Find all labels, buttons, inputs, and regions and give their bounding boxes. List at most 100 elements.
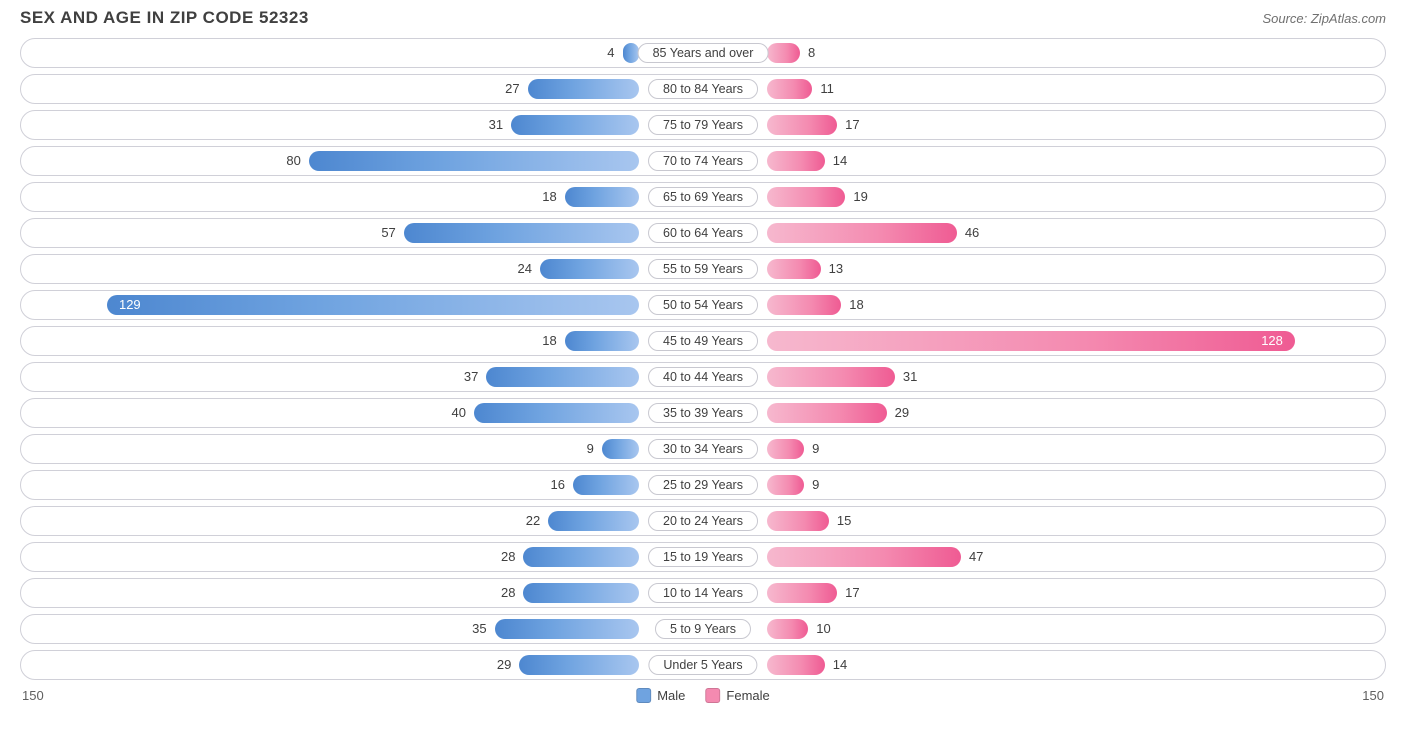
male-bar [623,43,640,63]
female-value-label: 29 [895,399,909,429]
female-value-label: 14 [833,147,847,177]
male-bar [548,511,639,531]
female-value-label: 128 [1251,327,1293,357]
male-value-label: 28 [501,579,515,609]
female-bar [767,367,895,387]
male-value-label: 16 [551,471,565,501]
female-value-label: 11 [820,75,834,105]
female-bar [767,223,957,243]
age-group-pill: 80 to 84 Years [648,79,758,99]
female-bar [767,43,800,63]
legend: Male Female [636,688,770,703]
male-bar [523,547,639,567]
pyramid-row: 241355 to 59 Years [20,254,1386,284]
female-swatch-icon [705,688,720,703]
legend-item-female: Female [705,688,769,703]
male-value-label: 18 [542,183,556,213]
age-group-pill: 15 to 19 Years [648,547,758,567]
male-bar [511,115,639,135]
pyramid-row: 1812845 to 49 Years [20,326,1386,356]
age-group-pill: 85 Years and over [638,43,769,63]
age-group-pill: 40 to 44 Years [648,367,758,387]
female-bar [767,151,825,171]
male-value-label: 9 [587,435,594,465]
pyramid-row: 4 8 85 Years and over [20,38,1386,68]
age-group-pill: 75 to 79 Years [648,115,758,135]
male-value-label: 18 [542,327,556,357]
legend-item-male: Male [636,688,685,703]
female-value-label: 8 [808,39,815,69]
female-bar [767,187,845,207]
pyramid-row: 40 29 35 to 39 Years [20,398,1386,428]
female-bar [767,583,837,603]
male-bar [486,367,639,387]
male-value-label: 40 [451,399,465,429]
male-bar [565,331,639,351]
male-bar [519,655,639,675]
male-value-label: 27 [505,75,519,105]
male-bar [495,619,639,639]
age-group-pill: 10 to 14 Years [648,583,758,603]
age-group-pill: 35 to 39 Years [648,403,758,423]
age-group-pill: 25 to 29 Years [648,475,758,495]
chart-title: SEX AND AGE IN ZIP CODE 52323 [20,8,309,28]
male-value-label: 28 [501,543,515,573]
pyramid-row: 57 46 60 to 64 Years [20,218,1386,248]
male-bar [602,439,639,459]
female-bar [767,655,825,675]
legend-female-label: Female [726,688,769,703]
female-value-label: 13 [829,255,843,285]
age-group-pill: 5 to 9 Years [655,619,751,639]
male-bar [309,151,639,171]
chart-area: 4885 Years and over271180 to 84 Years311… [0,32,1406,680]
male-value-label: 80 [286,147,300,177]
pyramid-row: 311775 to 79 Years [20,110,1386,140]
male-value-label: 35 [472,615,486,645]
male-value-label: 24 [518,255,532,285]
male-value-label: 29 [497,651,511,681]
male-value-label: 4 [607,39,614,69]
pyramid-row: 373140 to 44 Years [20,362,1386,392]
pyramid-row: 129 18 50 to 54 Years [20,290,1386,320]
male-value-label: 57 [381,219,395,249]
male-bar [107,295,639,315]
female-value-label: 14 [833,651,847,681]
female-value-label: 18 [849,291,863,321]
pyramid-row: 29 14 Under 5 Years [20,650,1386,680]
chart-footer: 150 Male Female 150 [0,686,1406,714]
male-swatch-icon [636,688,651,703]
pyramid-row: 284715 to 19 Years [20,542,1386,572]
female-bar [767,79,812,99]
female-value-label: 9 [812,435,819,465]
female-value-label: 15 [837,507,851,537]
female-value-label: 17 [845,579,859,609]
female-bar [767,439,804,459]
female-value-label: 46 [965,219,979,249]
male-value-label: 129 [109,291,151,321]
female-bar [767,331,1295,351]
pyramid-row: 16925 to 29 Years [20,470,1386,500]
male-bar [528,79,639,99]
pyramid-row: 9930 to 34 Years [20,434,1386,464]
age-group-pill: 50 to 54 Years [648,295,758,315]
male-bar [474,403,639,423]
female-bar [767,475,804,495]
pyramid-row: 181965 to 69 Years [20,182,1386,212]
male-value-label: 22 [526,507,540,537]
female-bar [767,295,841,315]
female-value-label: 19 [853,183,867,213]
female-bar [767,403,887,423]
pyramid-row: 35105 to 9 Years [20,614,1386,644]
female-bar [767,619,808,639]
pyramid-row: 80 14 70 to 74 Years [20,146,1386,176]
age-group-pill: 20 to 24 Years [648,511,758,531]
age-group-pill: Under 5 Years [648,655,757,675]
male-bar [565,187,639,207]
axis-max-left: 150 [22,688,44,703]
pyramid-row: 22 15 20 to 24 Years [20,506,1386,536]
age-group-pill: 70 to 74 Years [648,151,758,171]
female-bar [767,259,821,279]
female-value-label: 17 [845,111,859,141]
age-group-pill: 60 to 64 Years [648,223,758,243]
female-bar [767,511,829,531]
